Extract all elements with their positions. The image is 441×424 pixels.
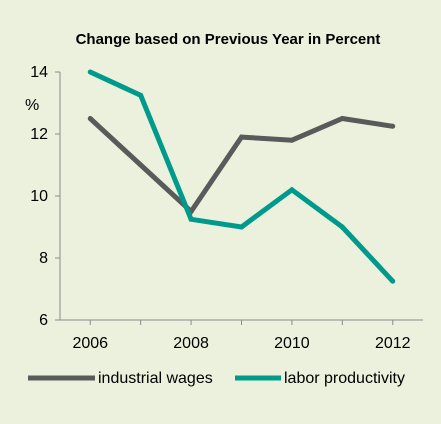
data-point-labor-productivity: [289, 187, 295, 193]
data-point-labor-productivity: [87, 69, 93, 75]
series-line-industrial-wages: [88, 115, 394, 216]
data-point-industrial-wages: [339, 116, 345, 121]
data-point-labor-productivity: [339, 224, 345, 230]
axis-ticks: 6 8 10 12 14 2006 2008 2010 2012: [30, 64, 410, 352]
y-tick-label: 10: [30, 188, 48, 205]
data-point-industrial-wages: [138, 162, 144, 168]
data-point-labor-productivity: [239, 224, 244, 230]
data-point-industrial-wages: [289, 137, 295, 143]
series-line-labor-productivity: [89, 69, 395, 284]
legend-label-labor-productivity: labor productivity: [284, 370, 405, 387]
x-tick-label: 2012: [375, 335, 411, 352]
legend: industrial wages labor productivity: [28, 370, 405, 387]
legend-label-industrial-wages: industrial wages: [98, 370, 213, 387]
data-point-industrial-wages: [87, 116, 93, 121]
x-tick-label: 2008: [173, 335, 209, 352]
y-tick-label: 8: [39, 250, 48, 267]
y-tick-label: 12: [30, 126, 48, 143]
y-axis-unit-label: %: [25, 97, 39, 114]
data-point-labor-productivity: [138, 92, 144, 98]
data-point-industrial-wages: [239, 134, 244, 140]
x-tick-label: 2006: [72, 335, 108, 352]
y-tick-label: 14: [30, 64, 48, 81]
y-tick-label: 6: [39, 312, 48, 329]
x-tick-label: 2010: [274, 335, 310, 352]
data-point-labor-productivity: [188, 216, 194, 222]
data-point-labor-productivity: [390, 278, 396, 284]
data-point-industrial-wages: [390, 123, 396, 129]
series-lines: [87, 69, 396, 284]
chart-title: Change based on Previous Year in Percent: [76, 31, 381, 48]
